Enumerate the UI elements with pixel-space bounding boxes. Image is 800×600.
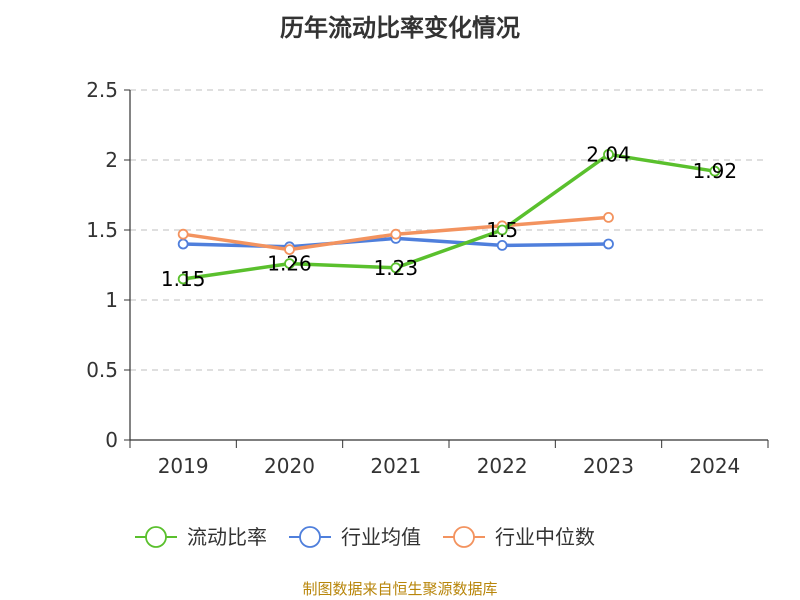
data-label: 2.04: [586, 142, 631, 166]
data-point: [603, 238, 614, 250]
data-label: 1.26: [267, 252, 312, 276]
data-point: [284, 258, 295, 270]
legend[interactable]: 流动比率 行业均值 行业中位数: [135, 525, 595, 549]
data-point: [284, 244, 295, 256]
x-tick-label: 2019: [158, 454, 209, 478]
axes: [129, 90, 768, 441]
x-tick-label: 2024: [689, 454, 740, 478]
y-tick-label: 0: [105, 428, 118, 452]
data-label: 1.15: [161, 267, 206, 291]
legend-label: 行业中位数: [495, 525, 595, 549]
series-line: [182, 152, 716, 281]
y-axis-ticks: 0 0.5 1 1.5 2 2.5: [86, 78, 130, 452]
data-point: [603, 148, 614, 160]
data-point: [496, 239, 508, 251]
y-tick-label: 1: [105, 288, 118, 312]
legend-label: 行业均值: [341, 525, 421, 549]
legend-marker: [453, 526, 475, 548]
data-label: 1.23: [374, 256, 419, 280]
x-axis-ticks: 2019 2020 2021 2022 2023 2024: [129, 440, 769, 478]
legend-item[interactable]: 流动比率: [135, 525, 267, 549]
data-point: [390, 228, 402, 240]
y-tick-label: 2.5: [86, 78, 118, 102]
x-tick-label: 2020: [264, 454, 315, 478]
series-lines: [177, 148, 721, 285]
y-tick-label: 2: [105, 148, 118, 172]
y-tick-label: 0.5: [86, 358, 118, 382]
legend-marker: [145, 526, 167, 548]
legend-item[interactable]: 行业中位数: [443, 525, 595, 549]
source-note: 制图数据来自恒生聚源数据库: [302, 580, 498, 598]
data-point: [177, 273, 189, 285]
y-tick-label: 1.5: [86, 218, 118, 242]
data-label: 1.92: [693, 159, 738, 183]
legend-label: 流动比率: [187, 525, 267, 549]
data-point: [603, 211, 614, 223]
chart-title: 历年流动比率变化情况: [280, 14, 520, 42]
data-label: 1.5: [486, 218, 518, 242]
data-point: [177, 228, 189, 240]
legend-marker: [299, 526, 321, 548]
data-point: [496, 224, 508, 236]
legend-item[interactable]: 行业均值: [289, 525, 421, 549]
data-point: [709, 165, 721, 177]
data-point: [390, 262, 402, 274]
x-tick-label: 2022: [477, 454, 528, 478]
x-tick-label: 2021: [370, 454, 421, 478]
data-point: [177, 238, 189, 250]
data-labels: 1.15 1.26 1.23 1.5 2.04 1.92: [161, 142, 737, 291]
x-tick-label: 2023: [583, 454, 634, 478]
